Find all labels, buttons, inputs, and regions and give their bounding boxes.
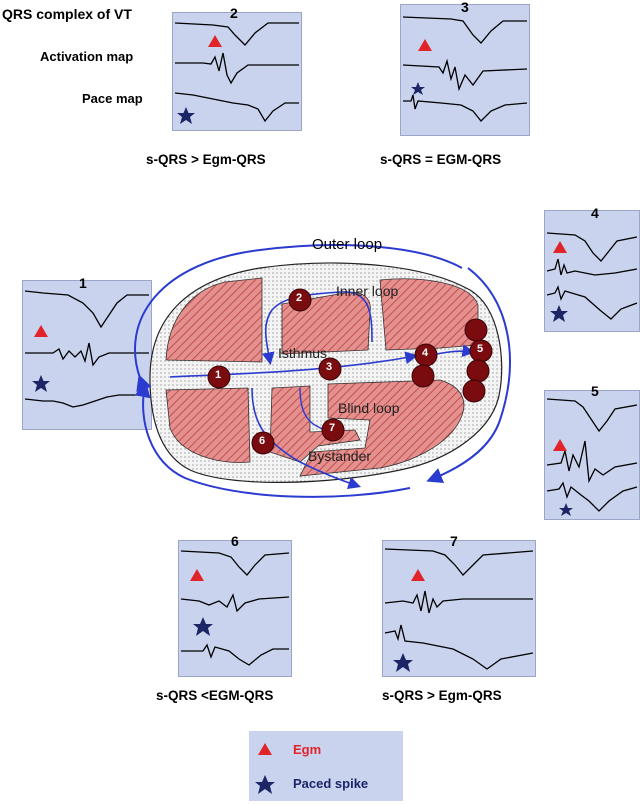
panel-number: 1 <box>79 275 87 291</box>
spike-marker <box>550 305 568 322</box>
scar-top-left <box>165 277 263 363</box>
egm-marker <box>418 39 432 51</box>
panel-4-traces <box>546 232 638 322</box>
egm-marker <box>411 569 425 581</box>
panel-number: 6 <box>231 533 239 549</box>
site-number-1: 1 <box>215 369 222 381</box>
legend: Egm Paced spike <box>249 731 403 801</box>
scar-bottom-left <box>165 387 251 463</box>
spike-marker <box>193 617 213 636</box>
label-blind-loop: Blind loop <box>338 400 400 416</box>
label-activation-map: Activation map <box>40 49 134 64</box>
label-pace-map: Pace map <box>82 91 143 106</box>
panel-number: 2 <box>230 5 238 21</box>
site-number-3: 3 <box>326 361 333 373</box>
spike-marker <box>393 653 413 672</box>
spike-marker <box>559 503 573 516</box>
panel-number: 3 <box>461 0 469 15</box>
outer-loop-arrow-right <box>426 267 511 483</box>
spike-marker <box>177 107 195 124</box>
label-qrs-complex: QRS complex of VT <box>2 6 132 22</box>
site-number-5: 5 <box>477 343 484 355</box>
egm-marker <box>553 241 567 253</box>
panel-2-traces <box>174 22 299 124</box>
egm-marker <box>190 569 204 581</box>
panel-number: 4 <box>591 205 599 221</box>
panel-5: 5 <box>544 383 640 520</box>
panel-7-traces <box>384 548 534 672</box>
panel-6: 6 <box>178 533 292 677</box>
label-inner-loop: Inner loop <box>336 283 399 299</box>
panel-5-traces <box>546 398 638 516</box>
egm-marker <box>553 439 567 451</box>
panel-number: 5 <box>591 383 599 399</box>
panel-7: 7 <box>382 533 536 677</box>
legend-egm-label: Egm <box>293 742 322 757</box>
comparison-panel-3: s-QRS = EGM-QRS <box>380 152 502 167</box>
comparison-panel-7: s-QRS > Egm-QRS <box>382 688 502 703</box>
panel-1-traces <box>24 290 149 408</box>
legend-paced-label: Paced spike <box>293 776 369 791</box>
label-isthmus: Isthmus <box>278 345 328 361</box>
site-dots <box>207 288 493 455</box>
legend-spike-marker <box>255 775 275 794</box>
panel-number: 7 <box>450 533 458 549</box>
spike-marker <box>411 82 425 95</box>
egm-marker <box>34 325 48 337</box>
comparison-panel-2: s-QRS > Egm-QRS <box>146 152 266 167</box>
site-number-4: 4 <box>422 347 429 359</box>
panel-3: 3 <box>400 0 530 136</box>
panel-1: 1 <box>22 275 152 430</box>
panel-2: 2 <box>172 5 302 131</box>
panel-6-traces <box>180 550 290 666</box>
spike-marker <box>32 375 50 392</box>
panel-4: 4 <box>544 205 640 332</box>
site-number-7: 7 <box>329 422 336 434</box>
label-outer-loop: Outer loop <box>312 236 383 253</box>
egm-marker <box>208 35 222 47</box>
legend-egm-marker <box>258 743 272 755</box>
panel-3-traces <box>402 16 528 122</box>
comparison-panel-6: s-QRS <EGM-QRS <box>156 688 274 703</box>
site-number-6: 6 <box>259 435 266 447</box>
label-bystander: Bystander <box>308 448 372 464</box>
site-number-2: 2 <box>296 292 303 304</box>
exit-arrow <box>427 344 476 357</box>
